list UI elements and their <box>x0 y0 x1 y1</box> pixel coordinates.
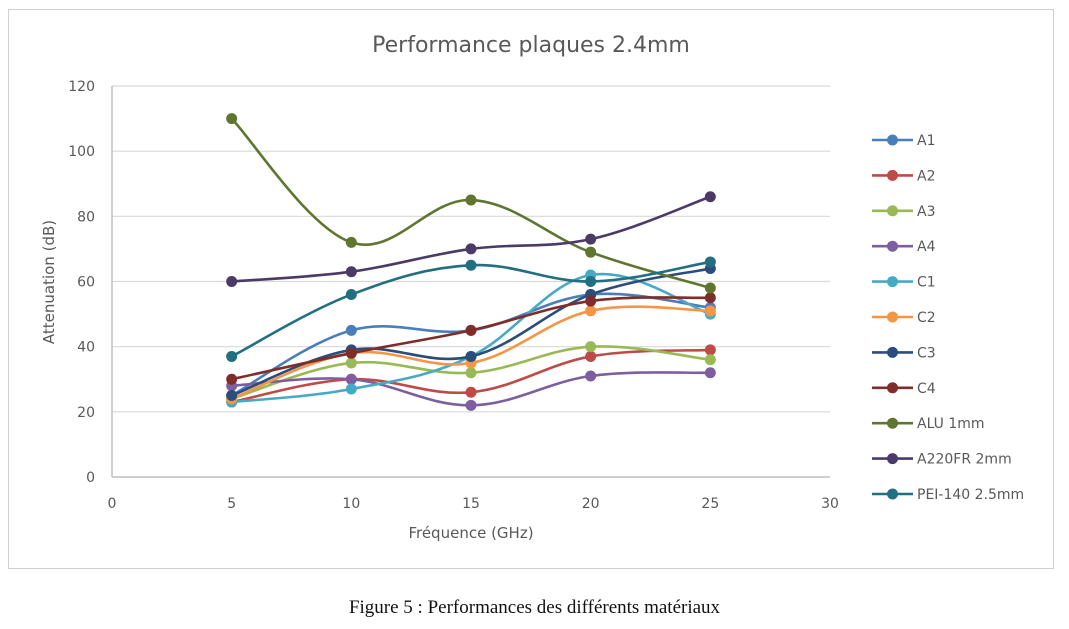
x-axis-label: Fréquence (GHz) <box>408 524 533 542</box>
data-point <box>345 383 357 395</box>
legend-marker <box>887 240 898 252</box>
x-tick-label: 30 <box>821 496 839 512</box>
data-point <box>465 367 477 379</box>
data-point <box>345 236 357 248</box>
data-point <box>345 347 357 359</box>
data-point <box>585 246 597 258</box>
data-point <box>226 373 238 385</box>
legend-label: PEI-140 2.5mm <box>917 487 1024 503</box>
data-point <box>345 266 357 278</box>
x-tick-label: 20 <box>582 496 600 512</box>
data-point <box>465 324 477 336</box>
series-line <box>231 272 711 404</box>
x-tick-label: 0 <box>108 496 117 512</box>
legend-marker <box>887 382 898 394</box>
data-point <box>585 295 597 307</box>
data-point <box>465 194 477 206</box>
legend-marker <box>887 488 898 500</box>
legend-marker <box>887 205 898 217</box>
legend-item: A3 <box>872 204 935 220</box>
data-point <box>226 350 238 362</box>
legend-label: A220FR 2mm <box>917 452 1012 468</box>
data-point <box>704 292 716 304</box>
data-point <box>704 256 716 268</box>
axes: 0 20 40 60 80 100 120 0 5 10 15 20 25 30 <box>68 79 839 512</box>
data-point <box>585 341 597 353</box>
x-tick-label: 25 <box>701 496 719 512</box>
legend-label: C4 <box>917 381 936 397</box>
series-a4 <box>226 367 716 411</box>
x-tick-label: 10 <box>342 496 360 512</box>
legend: A1 A2 A3 A4 C1 C2 C3 C4 ALU 1mm A220FR 2mm PEI-140… <box>872 133 1024 503</box>
data-point <box>585 233 597 245</box>
legend-item: C3 <box>872 345 936 361</box>
y-axis-label: Attenuation (dB) <box>40 220 58 344</box>
data-point <box>585 370 597 382</box>
series-c4 <box>226 292 716 385</box>
data-point <box>345 357 357 369</box>
y-tick-label: 60 <box>77 275 95 291</box>
legend-item: A220FR 2mm <box>872 452 1012 468</box>
legend-marker <box>887 346 898 358</box>
legend-item: PEI-140 2.5mm <box>872 487 1024 503</box>
legend-item: C1 <box>872 275 936 291</box>
x-tick-label: 15 <box>462 496 480 512</box>
series-lines <box>226 113 716 411</box>
y-tick-label: 40 <box>77 340 95 356</box>
data-point <box>226 276 238 287</box>
data-point <box>585 305 597 317</box>
series-a220fr-2mm <box>226 191 716 287</box>
x-tick-label: 5 <box>227 496 236 512</box>
legend-item: A1 <box>872 133 935 149</box>
data-point <box>226 113 238 125</box>
data-point <box>585 350 597 362</box>
legend-marker <box>887 453 898 465</box>
legend-marker <box>887 276 898 288</box>
data-point <box>704 191 716 203</box>
y-tick-label: 20 <box>77 405 95 421</box>
legend-item: A4 <box>872 239 936 255</box>
y-tick-label: 80 <box>77 209 95 225</box>
y-tick-label: 120 <box>68 79 95 95</box>
data-point <box>465 259 477 271</box>
legend-marker <box>887 311 898 323</box>
series-pei-140-2-5mm <box>226 256 716 362</box>
data-point <box>465 243 477 255</box>
data-point <box>704 282 716 294</box>
data-point <box>345 373 357 385</box>
legend-label: A4 <box>917 239 936 255</box>
legend-item: A2 <box>872 168 935 184</box>
data-point <box>465 386 477 398</box>
data-point <box>345 289 357 301</box>
legend-label: A2 <box>917 168 935 184</box>
chart-title: Performance plaques 2.4mm <box>372 33 690 58</box>
data-point <box>226 390 238 402</box>
legend-label: ALU 1mm <box>917 416 985 432</box>
legend-label: C1 <box>917 275 936 291</box>
data-point <box>585 276 597 287</box>
data-point <box>704 344 716 356</box>
legend-item: C2 <box>872 310 936 326</box>
legend-label: C2 <box>917 310 936 326</box>
series-alu-1mm <box>226 113 716 294</box>
legend-label: C3 <box>917 345 936 361</box>
data-point <box>465 350 477 362</box>
data-point <box>465 399 477 411</box>
legend-item: ALU 1mm <box>872 416 985 432</box>
data-point <box>345 324 357 336</box>
legend-marker <box>887 169 898 181</box>
legend-label: A3 <box>917 204 935 220</box>
data-point <box>704 367 716 379</box>
chart-frame <box>8 9 1054 569</box>
figure-caption: Figure 5 : Performances des différents m… <box>348 597 721 618</box>
y-tick-label: 100 <box>68 144 95 160</box>
legend-marker <box>887 417 898 429</box>
y-tick-label: 0 <box>86 470 95 486</box>
data-point <box>704 354 716 366</box>
legend-label: A1 <box>917 133 935 149</box>
data-point <box>704 305 716 317</box>
legend-marker <box>887 134 898 146</box>
legend-item: C4 <box>872 381 936 397</box>
